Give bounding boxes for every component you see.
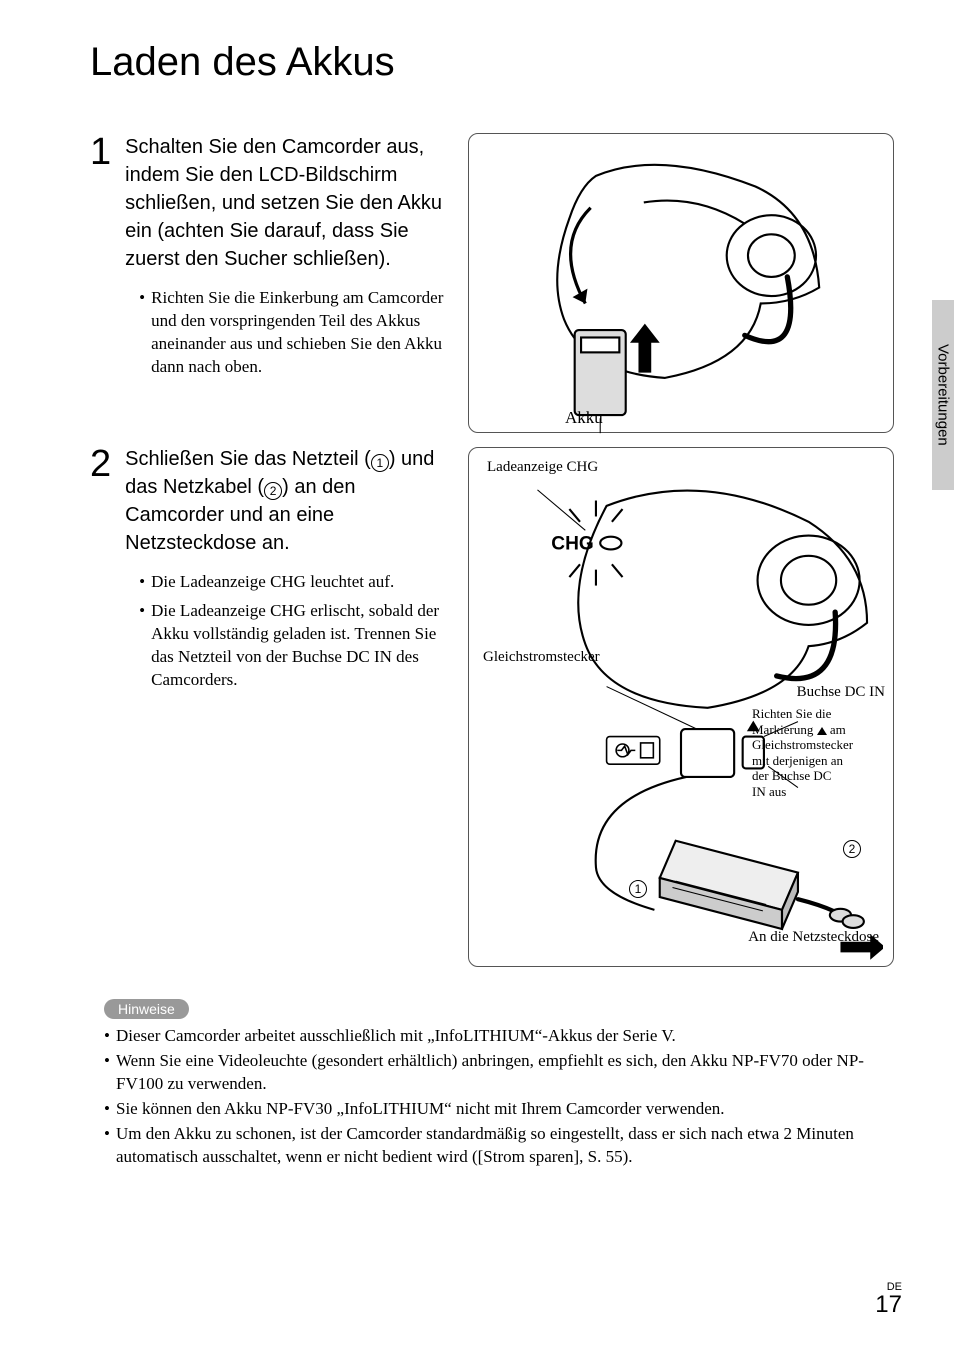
step-bullets: Die Ladeanzeige CHG leuchtet auf. Die La… [125, 571, 450, 692]
label-dc-plug: Gleichstromstecker [483, 648, 600, 666]
label-outlet: An die Netzsteckdose [748, 928, 879, 946]
triangle-mark-icon [817, 727, 827, 735]
step-1: 1 Schalten Sie den Camcorder aus, indem … [90, 133, 450, 385]
bullet-item: Richten Sie die Einkerbung am Camcorder … [139, 287, 450, 379]
note-item: Um den Akku zu schonen, ist der Camcorde… [104, 1123, 894, 1169]
chg-text: CHG [551, 533, 594, 554]
step-title: Schalten Sie den Camcorder aus, indem Si… [125, 133, 450, 273]
step-body: Schließen Sie das Netzteil (1) und das N… [125, 445, 450, 698]
page-number: 17 [875, 1293, 902, 1317]
circled-2-fig: 2 [843, 838, 861, 858]
steps-column: 1 Schalten Sie den Camcorder aus, indem … [90, 133, 450, 981]
note-item: Wenn Sie eine Videoleuchte (gesondert er… [104, 1050, 894, 1096]
note-align-mark: Richten Sie die Markierung am Gleichstro… [752, 706, 887, 800]
figure-charging: Ladeanzeige CHG Gleichstromstecker Buchs… [468, 447, 894, 967]
note-item: Sie können den Akku NP-FV30 „InfoLITHIUM… [104, 1098, 894, 1121]
circled-1-fig: 1 [629, 878, 647, 898]
step-title: Schließen Sie das Netzteil (1) und das N… [125, 445, 450, 557]
figure-battery-insert: Akku [468, 133, 894, 433]
notes-list: Dieser Camcorder arbeitet ausschließlich… [90, 1025, 894, 1169]
page-footer: DE 17 [875, 1281, 902, 1317]
note-item: Dieser Camcorder arbeitet ausschließlich… [104, 1025, 894, 1048]
bullet-item: Die Ladeanzeige CHG leuchtet auf. [139, 571, 450, 594]
step-bullets: Richten Sie die Einkerbung am Camcorder … [125, 287, 450, 379]
manual-page: Laden des Akkus 1 Schalten Sie den Camco… [0, 0, 954, 1357]
two-column-layout: 1 Schalten Sie den Camcorder aus, indem … [90, 133, 894, 981]
bullet-item: Die Ladeanzeige CHG erlischt, sobald der… [139, 600, 450, 692]
step-number: 2 [90, 445, 111, 698]
label-chg-lamp: Ladeanzeige CHG [487, 458, 598, 476]
step-body: Schalten Sie den Camcorder aus, indem Si… [125, 133, 450, 385]
figures-column: Akku Ladeanzeige CHG Gleichstromstecker … [468, 133, 894, 981]
caption-battery: Akku [565, 408, 603, 428]
camcorder-battery-illustration [479, 144, 883, 442]
label-dc-jack: Buchse DC IN [797, 683, 885, 701]
section-tab: Vorbereitungen [932, 300, 954, 490]
circled-1: 1 [371, 454, 389, 472]
step-number: 1 [90, 133, 111, 385]
notes-badge: Hinweise [104, 999, 189, 1019]
step-2: 2 Schließen Sie das Netzteil (1) und das… [90, 445, 450, 698]
circled-2: 2 [264, 482, 282, 500]
page-title: Laden des Akkus [90, 40, 894, 85]
section-tab-label: Vorbereitungen [935, 344, 952, 446]
notes-section: Hinweise Dieser Camcorder arbeitet aussc… [90, 999, 894, 1169]
